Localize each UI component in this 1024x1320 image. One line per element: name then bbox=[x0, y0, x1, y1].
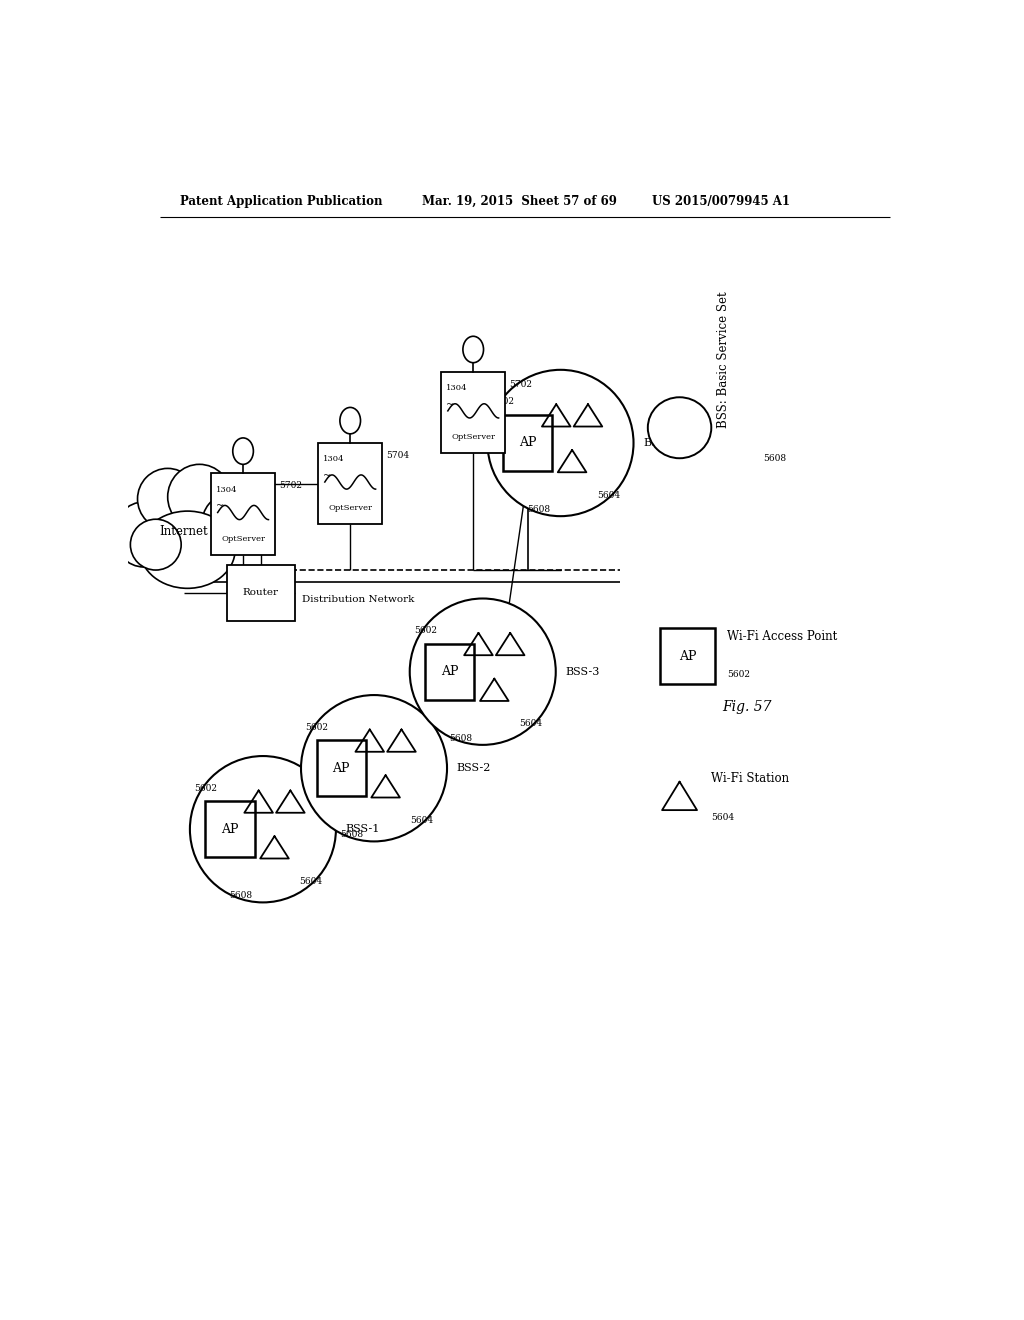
Text: 5602: 5602 bbox=[414, 626, 436, 635]
Text: 5608: 5608 bbox=[763, 454, 786, 463]
Text: BSS-2: BSS-2 bbox=[457, 763, 490, 774]
Text: 5608: 5608 bbox=[450, 734, 472, 743]
Text: BSS-1: BSS-1 bbox=[345, 824, 380, 834]
Text: Mar. 19, 2015  Sheet 57 of 69: Mar. 19, 2015 Sheet 57 of 69 bbox=[422, 194, 616, 207]
Text: 5604: 5604 bbox=[519, 719, 543, 729]
Text: BSS-3: BSS-3 bbox=[565, 667, 600, 677]
Text: BSS-4: BSS-4 bbox=[643, 438, 678, 447]
Bar bbox=[441, 372, 505, 453]
Text: 5702: 5702 bbox=[509, 380, 531, 388]
Text: 5602: 5602 bbox=[194, 784, 217, 792]
Text: 5704: 5704 bbox=[386, 450, 409, 459]
Circle shape bbox=[463, 337, 483, 363]
Text: 5604: 5604 bbox=[712, 813, 734, 821]
Text: AP: AP bbox=[679, 649, 696, 663]
Text: AP: AP bbox=[519, 437, 537, 450]
Circle shape bbox=[232, 438, 253, 465]
Text: 5604: 5604 bbox=[411, 816, 433, 825]
Text: 5604: 5604 bbox=[597, 491, 621, 499]
Text: 5610: 5610 bbox=[183, 550, 207, 560]
Text: 5608: 5608 bbox=[341, 830, 364, 840]
Bar bbox=[211, 474, 274, 554]
Ellipse shape bbox=[114, 502, 174, 568]
Text: Internet: Internet bbox=[160, 525, 208, 539]
Text: Distribution Network: Distribution Network bbox=[302, 595, 415, 605]
Text: 5602: 5602 bbox=[492, 397, 514, 407]
Text: 5608: 5608 bbox=[527, 506, 550, 515]
Text: OptServer: OptServer bbox=[329, 504, 372, 512]
Ellipse shape bbox=[189, 756, 336, 903]
Text: OptServer: OptServer bbox=[221, 535, 265, 543]
Text: Wi-Fi Access Point: Wi-Fi Access Point bbox=[727, 630, 838, 643]
Text: Patent Application Publication: Patent Application Publication bbox=[179, 194, 382, 207]
Text: 5602: 5602 bbox=[727, 671, 751, 680]
Bar bbox=[318, 444, 382, 524]
Text: ~: ~ bbox=[216, 502, 224, 511]
Text: 5604: 5604 bbox=[299, 876, 323, 886]
Bar bbox=[659, 628, 716, 684]
Bar bbox=[316, 741, 366, 796]
Ellipse shape bbox=[137, 469, 198, 529]
Ellipse shape bbox=[487, 370, 634, 516]
Text: Wi-Fi Station: Wi-Fi Station bbox=[712, 772, 790, 785]
Ellipse shape bbox=[301, 696, 447, 841]
Circle shape bbox=[340, 408, 360, 434]
Text: ~: ~ bbox=[324, 471, 332, 480]
Bar bbox=[227, 565, 295, 620]
Text: ~: ~ bbox=[446, 400, 455, 409]
Text: Fig. 57: Fig. 57 bbox=[722, 700, 772, 714]
Text: 5608: 5608 bbox=[229, 891, 253, 900]
Text: AP: AP bbox=[221, 822, 239, 836]
Text: 1304: 1304 bbox=[446, 384, 468, 392]
Text: 5602: 5602 bbox=[305, 722, 328, 731]
Ellipse shape bbox=[168, 465, 231, 529]
Text: 1304: 1304 bbox=[216, 486, 238, 494]
Text: 5702: 5702 bbox=[279, 482, 302, 490]
Bar bbox=[503, 414, 552, 471]
Text: US 2015/0079945 A1: US 2015/0079945 A1 bbox=[652, 194, 790, 207]
Ellipse shape bbox=[410, 598, 556, 744]
Text: AP: AP bbox=[441, 665, 459, 678]
Bar bbox=[425, 644, 474, 700]
Text: Router: Router bbox=[243, 589, 279, 598]
Ellipse shape bbox=[130, 519, 181, 570]
Bar bbox=[206, 801, 255, 857]
Text: AP: AP bbox=[333, 762, 350, 775]
Text: OptServer: OptServer bbox=[452, 433, 496, 441]
Ellipse shape bbox=[140, 511, 236, 589]
Text: 1304: 1304 bbox=[324, 455, 345, 463]
Ellipse shape bbox=[648, 397, 712, 458]
Ellipse shape bbox=[202, 496, 250, 553]
Text: BSS: Basic Service Set: BSS: Basic Service Set bbox=[717, 292, 730, 428]
